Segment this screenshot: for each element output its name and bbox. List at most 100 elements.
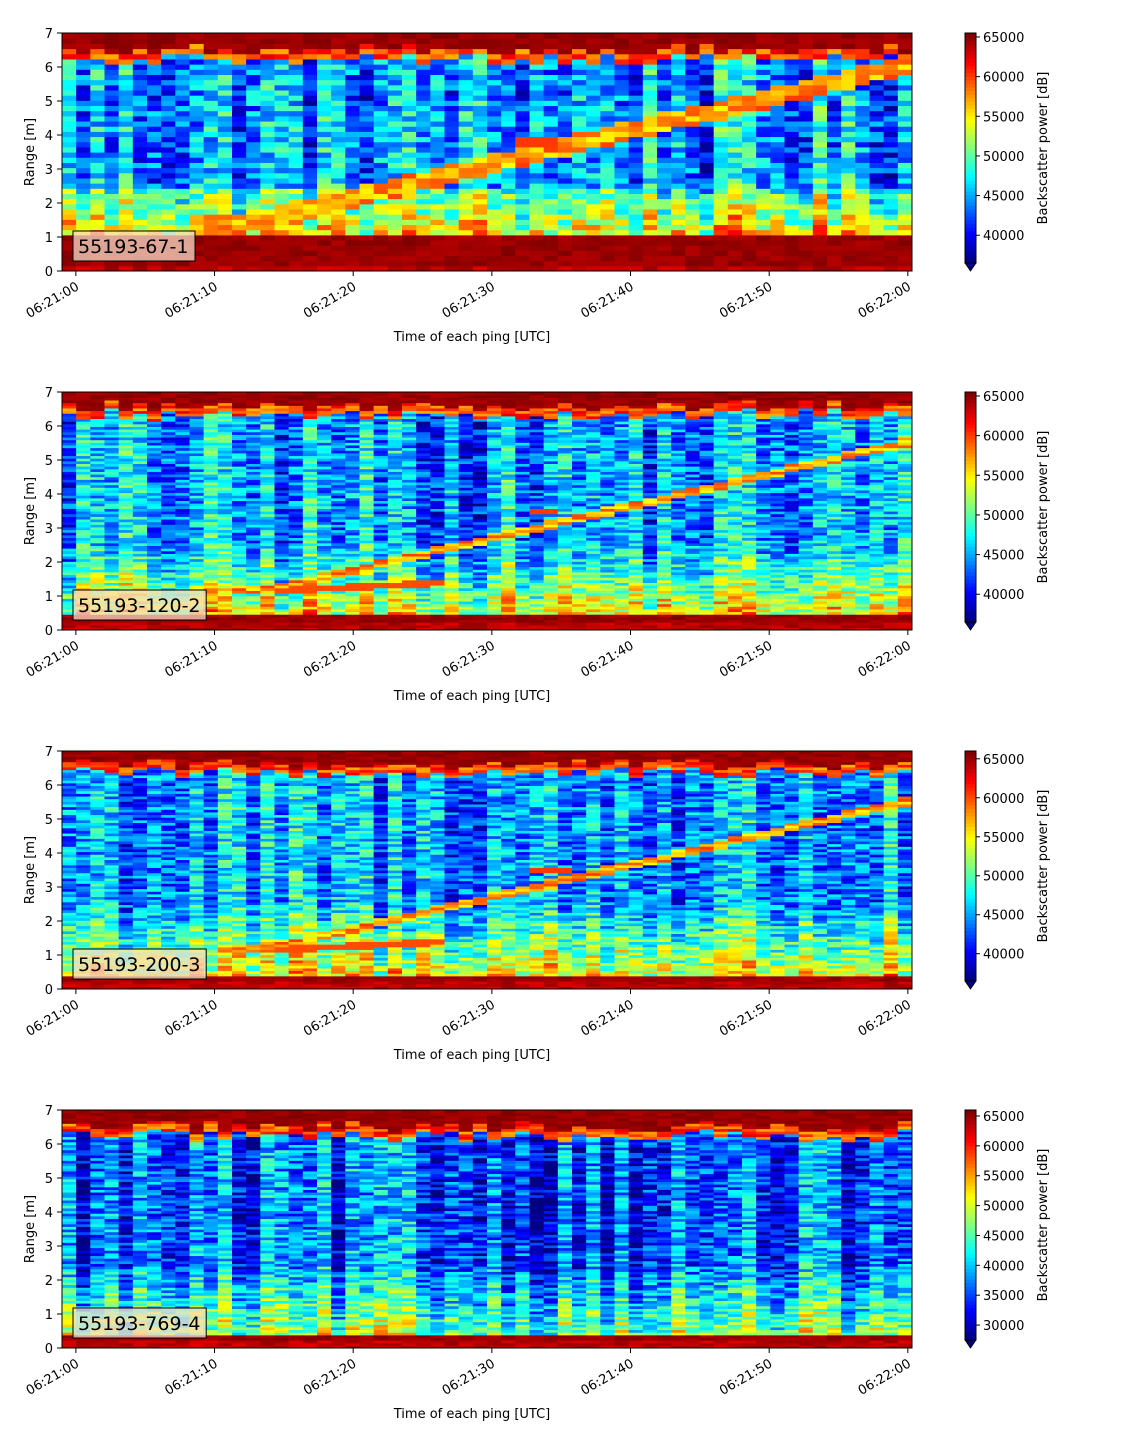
heatmap-cell xyxy=(331,64,346,70)
heatmap-cell xyxy=(147,471,162,475)
heatmap-cell xyxy=(203,590,219,594)
heatmap-cell xyxy=(501,167,516,174)
heatmap-cell xyxy=(203,561,219,565)
heatmap-cell xyxy=(232,513,247,517)
heatmap-cell xyxy=(62,399,77,404)
heatmap-cell xyxy=(274,255,290,262)
heatmap-cell xyxy=(529,126,545,132)
heatmap-cell xyxy=(657,141,672,148)
heatmap-cell xyxy=(812,188,828,194)
heatmap-cell xyxy=(501,115,516,122)
heatmap-cell xyxy=(302,234,318,241)
heatmap-cell xyxy=(671,95,686,101)
heatmap-cell xyxy=(458,89,474,96)
heatmap-cell xyxy=(288,198,304,205)
heatmap-cell xyxy=(359,423,375,427)
heatmap-cell xyxy=(246,495,261,499)
heatmap-cell xyxy=(798,110,814,117)
heatmap-cell xyxy=(331,555,346,560)
heatmap-cell xyxy=(132,58,148,65)
heatmap-cell xyxy=(203,203,219,210)
heatmap-cell xyxy=(260,608,276,613)
heatmap-cell xyxy=(557,214,573,220)
y-tick-label: 1 xyxy=(45,231,53,246)
y-tick-label: 5 xyxy=(45,95,53,110)
heatmap-cell xyxy=(798,38,814,44)
heatmap-cell xyxy=(784,234,800,241)
heatmap-cell xyxy=(317,245,332,251)
heatmap-cell xyxy=(373,250,389,257)
heatmap-cell xyxy=(557,38,573,44)
heatmap-cell xyxy=(132,38,148,44)
heatmap-cell xyxy=(161,481,176,486)
heatmap-cell xyxy=(232,224,247,231)
heatmap-cell xyxy=(161,553,176,557)
heatmap-cell xyxy=(685,224,701,231)
heatmap-cell xyxy=(402,33,417,39)
heatmap-cell xyxy=(501,74,516,81)
heatmap-cell xyxy=(897,255,912,262)
heatmap-cell xyxy=(189,500,205,504)
heatmap-cell xyxy=(345,203,361,210)
heatmap-cell xyxy=(147,521,162,525)
heatmap-cell xyxy=(175,208,191,215)
heatmap-cell xyxy=(402,219,417,226)
heatmap-cell xyxy=(671,58,686,65)
heatmap-cell xyxy=(345,587,361,591)
heatmap-cell xyxy=(260,561,276,565)
heatmap-cell xyxy=(345,574,361,578)
heatmap-cell xyxy=(274,418,290,422)
heatmap-cell xyxy=(345,239,361,246)
heatmap-cell xyxy=(501,146,516,153)
heatmap-cell xyxy=(147,540,162,544)
heatmap-cell xyxy=(827,64,842,70)
heatmap-cell xyxy=(855,162,871,169)
heatmap-cell xyxy=(359,188,375,194)
heatmap-cell xyxy=(529,245,545,251)
heatmap-cell xyxy=(90,224,106,231)
heatmap-cell xyxy=(118,33,134,39)
heatmap-cell xyxy=(458,120,474,127)
heatmap-cell xyxy=(812,183,828,189)
heatmap-cell xyxy=(161,141,176,148)
heatmap-cell xyxy=(217,214,233,220)
heatmap-cell xyxy=(217,167,233,174)
heatmap-cell xyxy=(331,442,346,446)
heatmap-cell xyxy=(246,33,261,39)
heatmap-cell xyxy=(175,537,191,541)
heatmap-cell xyxy=(302,172,318,179)
heatmap-cell xyxy=(203,146,219,153)
heatmap-cell xyxy=(501,224,516,231)
heatmap-cell xyxy=(189,587,205,591)
heatmap-cell xyxy=(671,188,686,194)
heatmap-cell xyxy=(359,89,375,96)
heatmap-cell xyxy=(274,426,290,430)
heatmap-cell xyxy=(572,95,587,101)
heatmap-cell xyxy=(104,542,120,546)
heatmap-cell xyxy=(487,224,502,231)
colorbar-segment xyxy=(965,241,976,246)
heatmap-cell xyxy=(331,208,346,215)
heatmap-cell xyxy=(402,162,417,169)
heatmap-cell xyxy=(855,255,871,262)
heatmap-cell xyxy=(246,402,261,406)
heatmap-cell xyxy=(76,105,91,112)
heatmap-cell xyxy=(232,418,247,422)
heatmap-cell xyxy=(246,611,261,615)
heatmap-cell xyxy=(302,407,318,412)
heatmap-cell xyxy=(217,64,233,70)
heatmap-cell xyxy=(232,592,247,597)
heatmap-cell xyxy=(699,260,715,267)
heatmap-cell xyxy=(572,120,587,127)
heatmap-cell xyxy=(557,131,573,138)
heatmap-cell xyxy=(175,157,191,163)
heatmap-cell xyxy=(260,569,276,573)
heatmap-cell xyxy=(770,224,786,231)
heatmap-cell xyxy=(387,566,403,570)
heatmap-cell xyxy=(671,79,686,86)
heatmap-cell xyxy=(175,473,191,478)
heatmap-cell xyxy=(76,563,91,568)
heatmap-cell xyxy=(118,577,134,581)
heatmap-cell xyxy=(317,131,332,138)
heatmap-cell xyxy=(430,203,446,210)
